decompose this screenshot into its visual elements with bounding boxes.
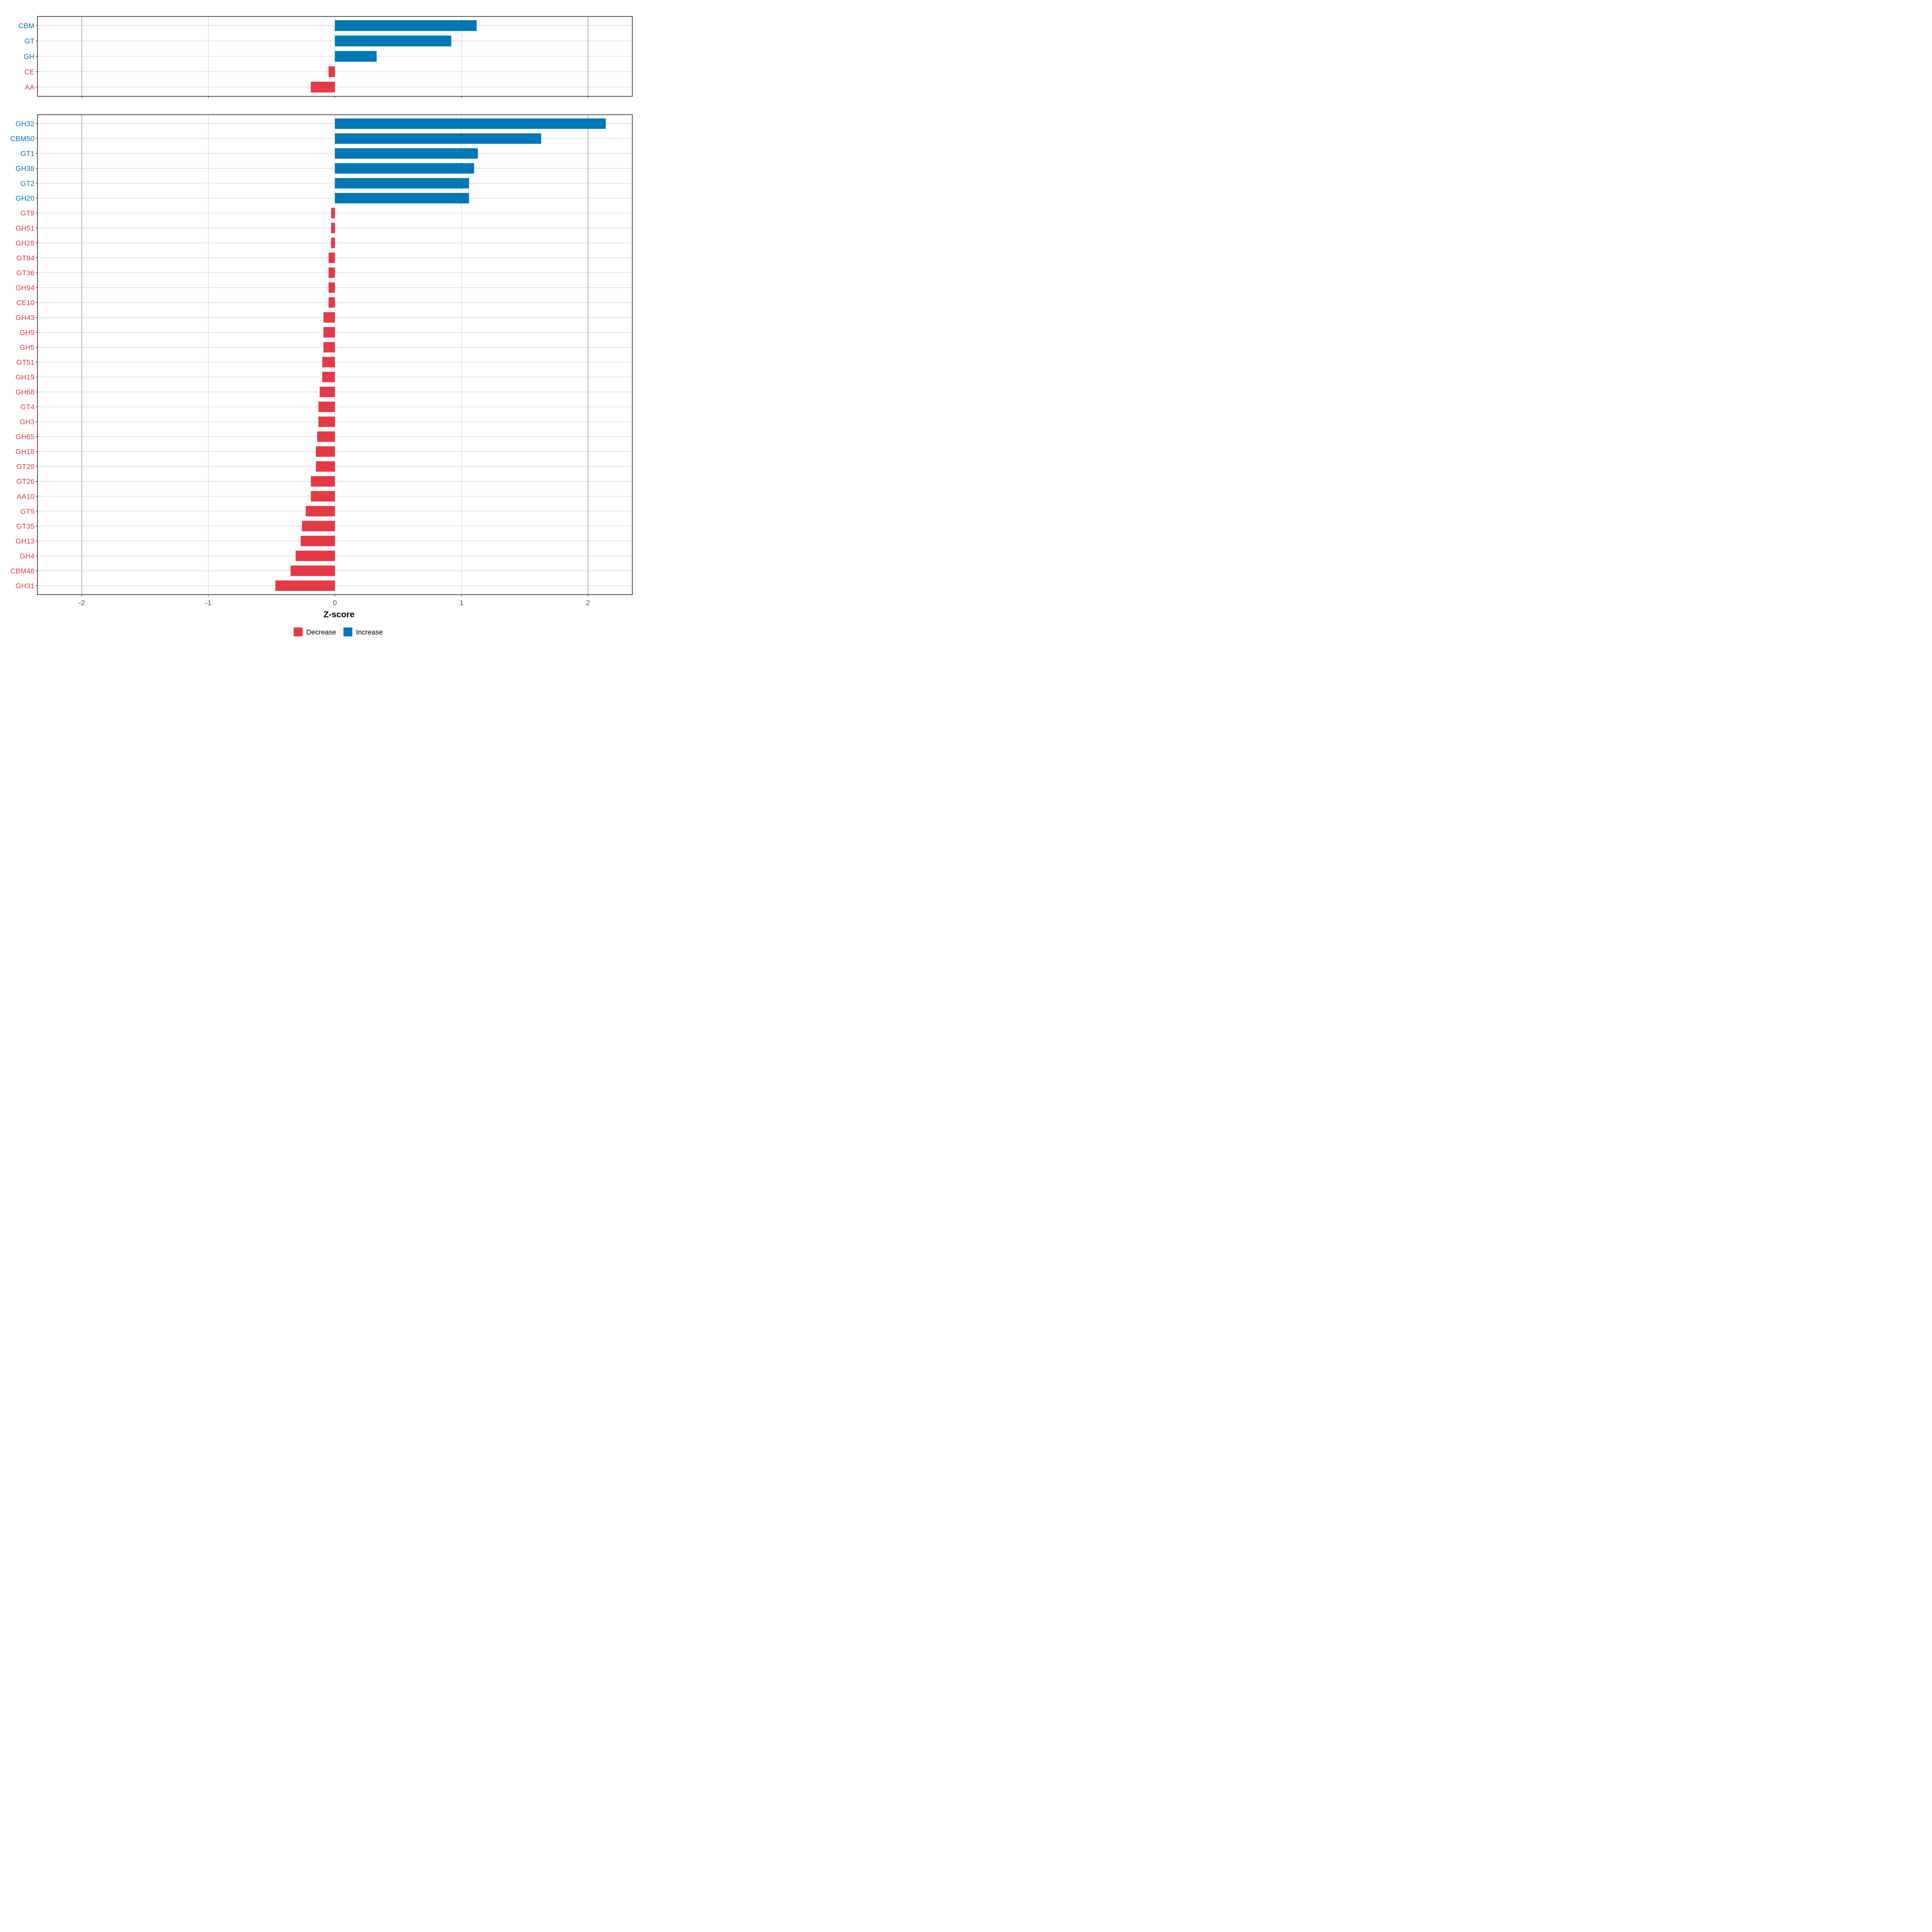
bottom-panel: GH32 CBM50 GT1 GH38 GT2 GH20 GT9 GH51 GH28 GT84 GT… [10, 114, 633, 597]
y-tick-label: GH4 [20, 552, 35, 560]
y-tick-label: GT28 [17, 462, 35, 471]
y-tick-label: AA10 [17, 492, 35, 500]
y-tick-label: GT51 [17, 358, 35, 366]
top-panel: CBM GT GH CE AA [19, 16, 633, 98]
y-tick-label: GT26 [17, 477, 35, 485]
x-tick-label: 1 [459, 599, 463, 607]
bar-gh32 [334, 118, 606, 129]
x-tick-label: -2 [78, 599, 85, 607]
y-tick-label: GT2 [21, 180, 35, 188]
y-tick-label: GH9 [20, 328, 35, 336]
bar-cbm50 [334, 133, 541, 144]
bar-gt51 [322, 357, 335, 367]
y-tick-label: GH20 [16, 194, 35, 202]
y-tick-label: GH43 [16, 314, 35, 322]
bar-gh94 [328, 282, 335, 293]
bar-gt9 [331, 208, 335, 219]
legend-label-increase: Increase [356, 628, 383, 636]
bar-gh19 [322, 372, 335, 382]
y-tick-label: GT36 [17, 269, 35, 277]
bar-gh5 [323, 342, 335, 353]
x-axis-title: Z-score [324, 609, 355, 619]
bar-gh18 [316, 446, 335, 457]
bar-cbm [334, 20, 477, 31]
y-tick-label: GH28 [16, 239, 35, 247]
legend-label-decrease: Decrease [306, 628, 336, 636]
y-tick-label: GH18 [16, 448, 35, 456]
y-tick-label: CBM48 [10, 567, 35, 575]
bar-gt36 [328, 267, 335, 278]
bar-gh [334, 51, 377, 62]
y-tick-label: GH65 [16, 433, 35, 441]
bar-ce [328, 66, 335, 77]
bar-gt [334, 35, 452, 47]
y-tick-label: GH32 [16, 120, 35, 128]
y-tick-label: AA [25, 83, 35, 91]
bar-gt5 [305, 506, 335, 516]
bar-gh31 [275, 580, 335, 591]
bar-gh3 [318, 416, 335, 427]
chart-figure: CBM GT GH CE AA GH32 CBM50 GT1 GH38 GT2 GH20 GT9 GH… [0, 0, 644, 644]
bar-gt2 [334, 178, 469, 189]
bar-gh51 [331, 223, 335, 233]
bar-gh68 [320, 386, 335, 397]
bar-gh13 [301, 536, 335, 546]
y-tick-label: GH31 [16, 582, 35, 590]
x-axis: -2 -1 0 1 2 [78, 599, 590, 607]
y-tick-label: GT35 [17, 522, 35, 530]
bar-gt28 [316, 461, 335, 472]
y-tick-label: GH [24, 52, 35, 60]
y-tick-label: GH5 [20, 343, 35, 351]
y-tick-label: GH3 [20, 418, 35, 426]
legend: Decrease Increase [293, 627, 383, 636]
bar-cbm48 [290, 566, 335, 576]
y-tick-label: CE10 [17, 299, 35, 307]
y-tick-label: CE [25, 68, 35, 76]
bar-gt35 [302, 521, 335, 531]
y-tick-label: GT9 [21, 209, 35, 217]
bar-gh65 [317, 431, 335, 442]
bar-gh43 [323, 312, 335, 323]
legend-key-increase [343, 627, 353, 636]
y-tick-label: CBM [19, 22, 35, 30]
bar-gt1 [334, 148, 478, 159]
y-tick-label: GT [25, 37, 35, 45]
bar-gt4 [318, 401, 335, 412]
bar-gh38 [334, 163, 474, 174]
x-tick-label: 2 [586, 599, 590, 607]
bar-gh28 [331, 237, 335, 248]
bar-aa [311, 82, 335, 93]
bar-aa10 [311, 491, 335, 502]
y-tick-label: GT84 [17, 254, 35, 262]
y-tick-label: GH68 [16, 388, 35, 396]
y-tick-label: GH13 [16, 537, 35, 545]
x-tick-label: 0 [333, 599, 337, 607]
bar-gh4 [295, 551, 335, 561]
x-tick-label: -1 [205, 599, 212, 607]
bar-gt26 [311, 476, 335, 487]
y-tick-label: GT5 [21, 507, 35, 515]
y-tick-label: GH94 [16, 284, 35, 292]
y-tick-label: GH38 [16, 165, 35, 173]
y-tick-label: CBM50 [10, 135, 35, 143]
y-tick-label: GT1 [21, 150, 35, 158]
bar-ce10 [328, 297, 335, 308]
bar-gt84 [328, 252, 335, 263]
bar-gh20 [334, 193, 469, 204]
y-tick-label: GT4 [21, 403, 35, 411]
y-tick-label: GH19 [16, 373, 35, 381]
legend-key-decrease [293, 627, 303, 636]
y-tick-label: GH51 [16, 224, 35, 232]
bar-gh9 [323, 327, 335, 338]
